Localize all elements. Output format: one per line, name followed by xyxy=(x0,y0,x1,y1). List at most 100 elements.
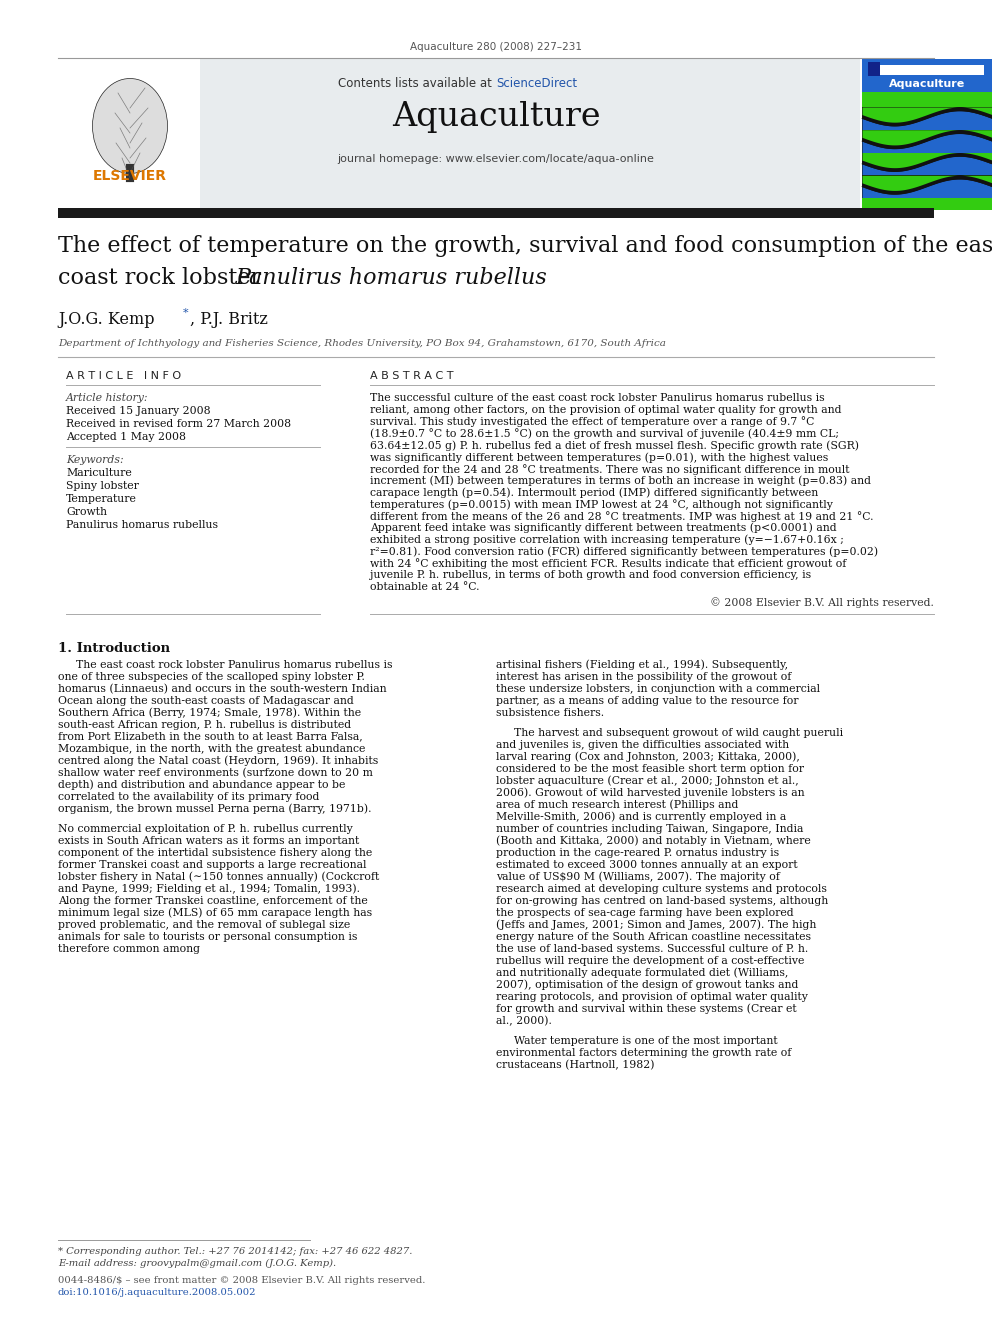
Text: Panulirus homarus rubellus: Panulirus homarus rubellus xyxy=(66,520,218,531)
Text: (Jeffs and James, 2001; Simon and James, 2007). The high: (Jeffs and James, 2001; Simon and James,… xyxy=(496,919,816,930)
Text: Panulirus homarus rubellus: Panulirus homarus rubellus xyxy=(235,267,547,288)
Text: for growth and survival within these systems (Crear et: for growth and survival within these sys… xyxy=(496,1004,797,1015)
Text: Accepted 1 May 2008: Accepted 1 May 2008 xyxy=(66,433,186,442)
Bar xyxy=(862,175,992,198)
Text: organism, the brown mussel Perna perna (Barry, 1971b).: organism, the brown mussel Perna perna (… xyxy=(58,803,371,814)
Text: Aquaculture: Aquaculture xyxy=(392,101,600,134)
Text: journal homepage: www.elsevier.com/locate/aqua-online: journal homepage: www.elsevier.com/locat… xyxy=(337,153,655,164)
Text: homarus (Linnaeus) and occurs in the south-western Indian: homarus (Linnaeus) and occurs in the sou… xyxy=(58,684,387,693)
Text: The successful culture of the east coast rock lobster Panulirus homarus rubellus: The successful culture of the east coast… xyxy=(370,393,824,404)
Text: r²=0.81). Food conversion ratio (FCR) differed significantly between temperature: r²=0.81). Food conversion ratio (FCR) di… xyxy=(370,546,878,557)
Text: , P.J. Britz: , P.J. Britz xyxy=(190,311,268,328)
Text: Along the former Transkei coastline, enforcement of the: Along the former Transkei coastline, enf… xyxy=(58,896,368,906)
Text: these undersize lobsters, in conjunction with a commercial: these undersize lobsters, in conjunction… xyxy=(496,684,820,693)
Text: artisinal fishers (Fielding et al., 1994). Subsequently,: artisinal fishers (Fielding et al., 1994… xyxy=(496,660,788,671)
Bar xyxy=(862,93,992,107)
Text: correlated to the availability of its primary food: correlated to the availability of its pr… xyxy=(58,791,319,802)
Text: increment (MI) between temperatures in terms of both an increase in weight (p=0.: increment (MI) between temperatures in t… xyxy=(370,475,871,486)
Text: production in the cage-reared P. ornatus industry is: production in the cage-reared P. ornatus… xyxy=(496,848,779,857)
Text: A B S T R A C T: A B S T R A C T xyxy=(370,370,453,381)
Text: larval rearing (Cox and Johnston, 2003; Kittaka, 2000),: larval rearing (Cox and Johnston, 2003; … xyxy=(496,751,800,762)
Text: J.O.G. Kemp: J.O.G. Kemp xyxy=(58,311,160,328)
Text: Article history:: Article history: xyxy=(66,393,149,404)
Text: Melville-Smith, 2006) and is currently employed in a: Melville-Smith, 2006) and is currently e… xyxy=(496,811,787,822)
Text: The east coast rock lobster Panulirus homarus rubellus is: The east coast rock lobster Panulirus ho… xyxy=(76,660,393,669)
Text: and Payne, 1999; Fielding et al., 1994; Tomalin, 1993).: and Payne, 1999; Fielding et al., 1994; … xyxy=(58,884,360,894)
Text: * Corresponding author. Tel.: +27 76 2014142; fax: +27 46 622 4827.: * Corresponding author. Tel.: +27 76 201… xyxy=(58,1248,413,1256)
Text: Temperature: Temperature xyxy=(66,493,137,504)
Text: centred along the Natal coast (Heydorn, 1969). It inhabits: centred along the Natal coast (Heydorn, … xyxy=(58,755,378,766)
Text: Contents lists available at: Contents lists available at xyxy=(338,77,496,90)
Text: coast rock lobster: coast rock lobster xyxy=(58,267,268,288)
Text: number of countries including Taiwan, Singapore, India: number of countries including Taiwan, Si… xyxy=(496,824,804,833)
Text: and nutritionally adequate formulated diet (Williams,: and nutritionally adequate formulated di… xyxy=(496,967,789,978)
Bar xyxy=(862,60,992,210)
Text: obtainable at 24 °C.: obtainable at 24 °C. xyxy=(370,582,479,591)
Text: Aquaculture 280 (2008) 227–231: Aquaculture 280 (2008) 227–231 xyxy=(410,42,582,52)
Text: crustaceans (Hartnoll, 1982): crustaceans (Hartnoll, 1982) xyxy=(496,1060,655,1070)
Text: exists in South African waters as it forms an important: exists in South African waters as it for… xyxy=(58,836,359,845)
Text: recorded for the 24 and 28 °C treatments. There was no significant difference in: recorded for the 24 and 28 °C treatments… xyxy=(370,464,849,475)
Text: interest has arisen in the possibility of the growout of: interest has arisen in the possibility o… xyxy=(496,672,792,681)
Text: Mariculture: Mariculture xyxy=(66,468,132,478)
Text: al., 2000).: al., 2000). xyxy=(496,1016,552,1025)
Bar xyxy=(862,198,992,210)
Text: estimated to exceed 3000 tonnes annually at an export: estimated to exceed 3000 tonnes annually… xyxy=(496,860,798,869)
Text: (18.9±0.7 °C to 28.6±1.5 °C) on the growth and survival of juvenile (40.4±9 mm C: (18.9±0.7 °C to 28.6±1.5 °C) on the grow… xyxy=(370,429,839,439)
Text: ScienceDirect: ScienceDirect xyxy=(496,77,577,90)
Text: shallow water reef environments (surfzone down to 20 m: shallow water reef environments (surfzon… xyxy=(58,767,373,778)
Text: Mozambique, in the north, with the greatest abundance: Mozambique, in the north, with the great… xyxy=(58,744,365,754)
Text: considered to be the most feasible short term option for: considered to be the most feasible short… xyxy=(496,763,804,774)
Bar xyxy=(200,60,860,210)
Text: with 24 °C exhibiting the most efficient FCR. Results indicate that efficient gr: with 24 °C exhibiting the most efficient… xyxy=(370,558,846,569)
Text: lobster aquaculture (Crear et al., 2000; Johnston et al.,: lobster aquaculture (Crear et al., 2000;… xyxy=(496,775,799,786)
Text: temperatures (p=0.0015) with mean IMP lowest at 24 °C, although not significantl: temperatures (p=0.0015) with mean IMP lo… xyxy=(370,499,833,511)
Text: and juveniles is, given the difficulties associated with: and juveniles is, given the difficulties… xyxy=(496,740,789,750)
Text: Department of Ichthyology and Fisheries Science, Rhodes University, PO Box 94, G: Department of Ichthyology and Fisheries … xyxy=(58,339,666,348)
Ellipse shape xyxy=(92,78,168,173)
Text: the prospects of sea-cage farming have been explored: the prospects of sea-cage farming have b… xyxy=(496,908,794,918)
Text: carapace length (p=0.54). Intermoult period (IMP) differed significantly between: carapace length (p=0.54). Intermoult per… xyxy=(370,487,818,497)
Text: Spiny lobster: Spiny lobster xyxy=(66,482,139,491)
Text: research aimed at developing culture systems and protocols: research aimed at developing culture sys… xyxy=(496,884,827,893)
Bar xyxy=(870,65,984,75)
Text: rearing protocols, and provision of optimal water quality: rearing protocols, and provision of opti… xyxy=(496,992,807,1002)
Text: Received in revised form 27 March 2008: Received in revised form 27 March 2008 xyxy=(66,419,291,429)
Text: was significantly different between temperatures (p=0.01), with the highest valu: was significantly different between temp… xyxy=(370,452,828,463)
Bar xyxy=(862,152,992,175)
Text: 2006). Growout of wild harvested juvenile lobsters is an: 2006). Growout of wild harvested juvenil… xyxy=(496,787,805,798)
Text: Apparent feed intake was significantly different between treatments (p<0.0001) a: Apparent feed intake was significantly d… xyxy=(370,523,836,533)
Text: ELSEVIER: ELSEVIER xyxy=(93,169,167,183)
Text: area of much research interest (Phillips and: area of much research interest (Phillips… xyxy=(496,799,738,810)
Text: 0044-8486/$ – see front matter © 2008 Elsevier B.V. All rights reserved.: 0044-8486/$ – see front matter © 2008 El… xyxy=(58,1275,426,1285)
Text: No commercial exploitation of P. h. rubellus currently: No commercial exploitation of P. h. rube… xyxy=(58,824,353,833)
Text: *: * xyxy=(183,308,188,318)
Text: reliant, among other factors, on the provision of optimal water quality for grow: reliant, among other factors, on the pro… xyxy=(370,405,841,415)
Bar xyxy=(862,107,992,130)
Text: Growth: Growth xyxy=(66,507,107,517)
Text: A R T I C L E   I N F O: A R T I C L E I N F O xyxy=(66,370,182,381)
Text: component of the intertidal subsistence fishery along the: component of the intertidal subsistence … xyxy=(58,848,372,857)
Text: Received 15 January 2008: Received 15 January 2008 xyxy=(66,406,210,415)
Text: 2007), optimisation of the design of growout tanks and: 2007), optimisation of the design of gro… xyxy=(496,979,799,990)
Text: 1. Introduction: 1. Introduction xyxy=(58,642,170,655)
Text: proved problematic, and the removal of sublegal size: proved problematic, and the removal of s… xyxy=(58,919,350,930)
Text: for on-growing has centred on land-based systems, although: for on-growing has centred on land-based… xyxy=(496,896,828,906)
Text: rubellus will require the development of a cost-effective: rubellus will require the development of… xyxy=(496,955,805,966)
Text: energy nature of the South African coastline necessitates: energy nature of the South African coast… xyxy=(496,931,811,942)
Text: E-mail address: groovypalm@gmail.com (J.O.G. Kemp).: E-mail address: groovypalm@gmail.com (J.… xyxy=(58,1259,336,1269)
Text: subsistence fishers.: subsistence fishers. xyxy=(496,708,604,717)
Text: The harvest and subsequent growout of wild caught pueruli: The harvest and subsequent growout of wi… xyxy=(514,728,843,738)
Text: depth) and distribution and abundance appear to be: depth) and distribution and abundance ap… xyxy=(58,779,345,790)
Text: former Transkei coast and supports a large recreational: former Transkei coast and supports a lar… xyxy=(58,860,366,869)
Bar xyxy=(862,130,992,152)
Text: juvenile P. h. rubellus, in terms of both growth and food conversion efficiency,: juvenile P. h. rubellus, in terms of bot… xyxy=(370,570,811,579)
Text: value of US$90 M (Williams, 2007). The majority of: value of US$90 M (Williams, 2007). The m… xyxy=(496,872,780,882)
Text: different from the means of the 26 and 28 °C treatments. IMP was highest at 19 a: different from the means of the 26 and 2… xyxy=(370,511,874,521)
Text: Ocean along the south-east coasts of Madagascar and: Ocean along the south-east coasts of Mad… xyxy=(58,696,354,705)
Bar xyxy=(868,62,880,75)
Text: minimum legal size (MLS) of 65 mm carapace length has: minimum legal size (MLS) of 65 mm carapa… xyxy=(58,908,372,918)
Text: from Port Elizabeth in the south to at least Barra Falsa,: from Port Elizabeth in the south to at l… xyxy=(58,732,363,742)
Text: therefore common among: therefore common among xyxy=(58,943,200,954)
Text: south-east African region, P. h. rubellus is distributed: south-east African region, P. h. rubellu… xyxy=(58,720,351,729)
